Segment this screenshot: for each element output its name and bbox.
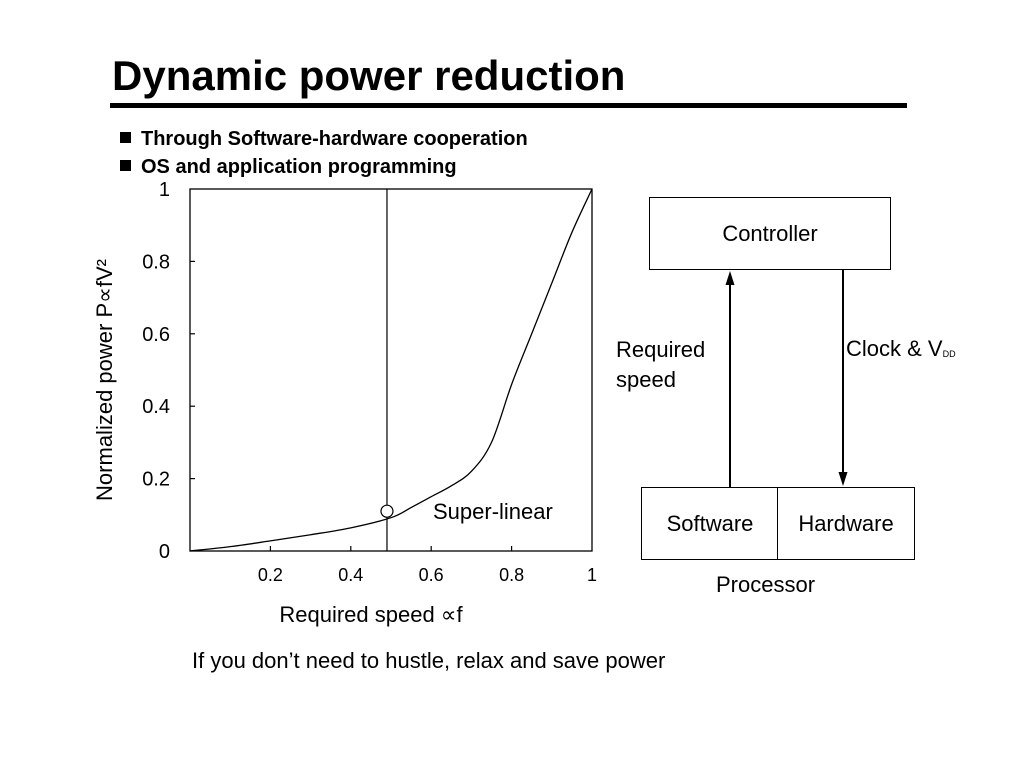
required-speed-label: Required speed — [616, 337, 706, 392]
bullet-text: Through Software-hardware cooperation — [141, 128, 528, 150]
title-underline — [110, 103, 907, 108]
software-box: Software — [641, 487, 779, 560]
slide-title: Dynamic power reduction — [112, 52, 626, 99]
super-linear-annotation: Super-linear — [433, 499, 553, 524]
y-tick-label: 0.4 — [142, 396, 170, 418]
y-tick-label: 0.2 — [142, 469, 170, 491]
arrowhead-down-icon — [838, 472, 848, 486]
x-tick-label: 1 — [587, 565, 597, 585]
plot-frame — [189, 188, 593, 552]
x-tick-label: 0.2 — [258, 565, 283, 585]
y-axis-label: Normalized power P∝fV² — [92, 259, 117, 501]
power-curve — [189, 188, 593, 552]
bullet-item: Through Software-hardware cooperation — [120, 128, 528, 151]
required-speed-arrow — [725, 271, 735, 487]
y-tick-label: 0 — [159, 541, 170, 563]
clock-vdd-arrow — [838, 270, 848, 486]
y-tick-label: 0.8 — [142, 251, 170, 273]
processor-label: Processor — [716, 572, 816, 597]
slide-caption: If you don’t need to hustle, relax and s… — [192, 648, 666, 673]
arrowhead-up-icon — [725, 271, 735, 285]
controller-label: Controller — [722, 220, 818, 246]
x-tick-label: 0.8 — [499, 565, 524, 585]
x-axis-label: Required speed ∝f — [279, 602, 463, 627]
square-bullet-icon — [120, 132, 131, 143]
controller-box: Controller — [649, 197, 891, 270]
clock-label-text: Clock & V — [846, 336, 943, 361]
x-tick-label: 0.4 — [338, 565, 363, 585]
bullet-item: OS and application programming — [120, 156, 457, 179]
y-tick-label: 0.6 — [142, 324, 170, 346]
hardware-label: Hardware — [798, 510, 894, 536]
software-label: Software — [666, 510, 754, 536]
square-bullet-icon — [120, 160, 131, 171]
bullet-text: OS and application programming — [141, 156, 457, 178]
vdd-subscript: DD — [942, 349, 956, 359]
operating-point-marker — [380, 504, 394, 518]
y-tick-label: 1 — [159, 179, 170, 201]
hardware-box: Hardware — [777, 487, 915, 560]
x-tick-label: 0.6 — [419, 565, 444, 585]
clock-vdd-label: Clock & VDD — [846, 334, 956, 369]
